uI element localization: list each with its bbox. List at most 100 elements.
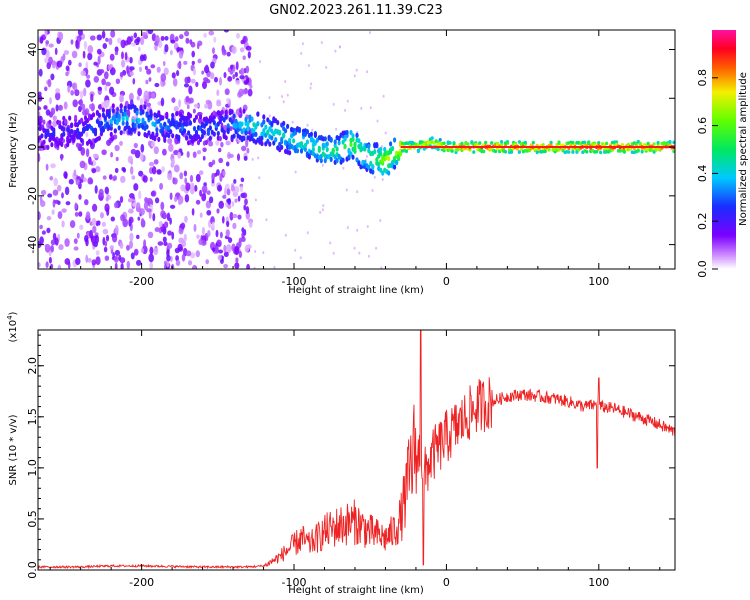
- spectrogram-cell: [369, 160, 373, 166]
- spectrogram-cell: [54, 47, 58, 56]
- spectrogram-cell: [235, 79, 241, 85]
- spectrogram-cell: [246, 263, 250, 269]
- spectrogram-cell: [143, 239, 147, 249]
- spectrogram-cell: [190, 78, 196, 84]
- spectrogram-cell: [325, 66, 328, 69]
- spectrogram-cell: [557, 141, 561, 145]
- spectrogram-cell: [543, 149, 547, 153]
- spectrogram-cell: [99, 131, 103, 137]
- spectrogram-cell: [306, 231, 309, 235]
- spectrogram-cell: [105, 99, 110, 108]
- spectrogram-cell: [188, 113, 193, 119]
- spectrogram-marks: [38, 30, 675, 269]
- spectrogram-cell: [163, 241, 168, 247]
- spectrogram-cell: [284, 128, 288, 134]
- spectrogram-cell: [376, 119, 379, 123]
- spectrogram-cell: [74, 89, 80, 97]
- spectrogram-cell: [242, 55, 246, 60]
- spectrogram-cell: [239, 107, 242, 114]
- spectrogram-cell: [109, 53, 115, 61]
- spectrogram-cell: [284, 233, 287, 237]
- spectrogram-cell: [351, 133, 355, 139]
- spectrogram-cell: [620, 143, 625, 147]
- spectrogram-cell: [167, 125, 171, 131]
- spectrogram-xlabel: Height of straight line (km): [288, 285, 424, 296]
- spectrogram-cell: [106, 139, 112, 146]
- spectrogram-cell: [120, 214, 126, 222]
- spectrogram-cell: [599, 150, 603, 155]
- spectrogram-cell: [205, 99, 212, 105]
- spectrogram-cell: [83, 87, 87, 97]
- spectrogram-cell: [108, 86, 115, 95]
- spectrogram-cell: [160, 201, 165, 211]
- spectrogram-cell: [85, 211, 91, 220]
- spectrogram-cell: [241, 145, 247, 152]
- spectrogram-cell: [216, 130, 220, 137]
- spectrogram-cell: [107, 64, 112, 71]
- spectrogram-cell: [148, 253, 155, 263]
- spectrogram-cell: [284, 80, 287, 83]
- spectrogram-cell: [334, 49, 337, 53]
- spectrogram-cell: [151, 166, 157, 175]
- spectrogram-cell: [373, 149, 377, 155]
- spectrogram-cell: [243, 80, 249, 85]
- spectrogram-cell: [172, 78, 178, 87]
- spectrogram-cell: [333, 139, 337, 145]
- spectrogram-cell: [103, 71, 109, 80]
- spectrogram-cell: [225, 161, 230, 167]
- spectrogram-cell: [531, 140, 535, 145]
- spectrogram-cell: [237, 195, 241, 202]
- spectrogram-cell: [56, 60, 63, 68]
- spectrogram-cell: [132, 78, 136, 85]
- spectrogram-cell: [303, 142, 307, 148]
- spectrogram-cell: [208, 140, 214, 147]
- spectrogram-cell: [92, 225, 97, 234]
- spectrogram-cell: [141, 217, 145, 225]
- spectrogram-cell: [115, 156, 119, 162]
- spectrogram-cell: [218, 76, 223, 86]
- spectrogram-cell: [357, 138, 361, 144]
- spectrogram-cell: [183, 170, 188, 177]
- spectrogram-cell: [112, 175, 118, 181]
- snr-scale-prefix: (x10: [8, 320, 19, 343]
- spectrogram-cell: [232, 113, 236, 119]
- spectrogram-cell: [57, 211, 63, 220]
- spectrogram-cell: [73, 169, 77, 177]
- spectrogram-cell: [119, 257, 126, 264]
- spectrogram-cell: [160, 97, 165, 107]
- spectrogram-cell: [101, 107, 105, 113]
- spectrogram-cell: [282, 132, 286, 138]
- spectrogram-cell: [148, 77, 152, 82]
- spectrogram-cell: [44, 57, 49, 64]
- spectrogram-cell: [265, 218, 268, 222]
- spectrogram-cell: [371, 164, 375, 170]
- spectrogram-cell: [144, 65, 148, 71]
- spectrogram-cell: [245, 206, 250, 215]
- spectrogram-cell: [266, 129, 270, 135]
- spectrogram-cell: [194, 184, 198, 192]
- spectrogram-cell: [200, 133, 204, 139]
- spectrogram-cell: [114, 167, 119, 173]
- spectrogram-cell: [454, 150, 458, 155]
- spectrogram-cell: [58, 244, 64, 251]
- spectrogram-cell: [291, 120, 294, 124]
- spectrogram-cell: [210, 181, 216, 187]
- spectrogram-cell: [154, 45, 158, 51]
- spectrogram-cell: [97, 135, 101, 141]
- spectrogram-cell: [274, 137, 278, 143]
- spectrogram-cell: [137, 190, 142, 200]
- spectrogram-cell: [195, 173, 201, 183]
- spectrogram-cell: [206, 209, 212, 216]
- spectrogram-cell: [225, 229, 230, 237]
- spectrogram-cell: [154, 227, 160, 233]
- spectrogram-cell: [201, 81, 208, 90]
- spectrogram-cell: [280, 144, 284, 150]
- spectrogram-cell: [270, 135, 274, 141]
- spectrogram-cell: [133, 32, 138, 39]
- spectrogram-cell: [342, 166, 345, 170]
- spectrogram-cell: [82, 177, 87, 182]
- spectrogram-cell: [466, 142, 470, 146]
- spectrogram-cell: [178, 49, 184, 59]
- spectrogram-cell: [175, 259, 181, 266]
- spectrogram-cell: [280, 139, 284, 145]
